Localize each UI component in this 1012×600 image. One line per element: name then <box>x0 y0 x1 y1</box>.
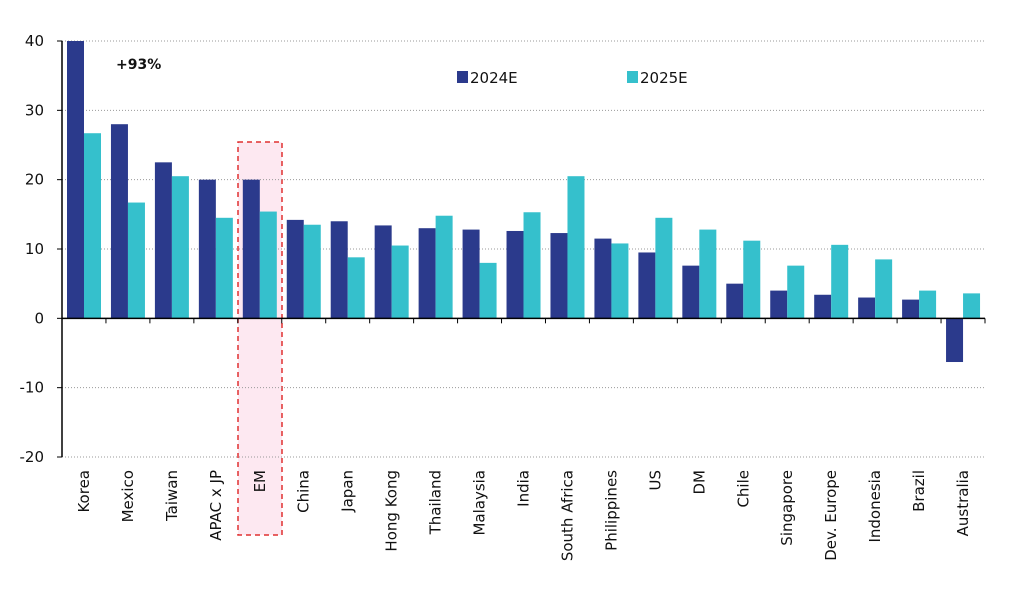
bar <box>154 162 172 319</box>
x-tick-label: Indonesia <box>866 470 884 543</box>
bar <box>787 265 805 319</box>
bar <box>418 228 436 319</box>
bar <box>550 233 568 319</box>
x-tick-label: APAC x JP <box>207 470 225 541</box>
bar <box>594 238 612 319</box>
bar <box>347 257 365 319</box>
legend-label: 2025E <box>640 69 688 87</box>
x-tick-label: Philippines <box>602 470 620 551</box>
bar <box>814 294 832 319</box>
bar <box>919 290 937 319</box>
x-tick-label: Australia <box>954 470 972 536</box>
x-tick-label: Thailand <box>427 470 445 535</box>
x-tick-label: Japan <box>339 470 357 513</box>
bar <box>946 318 964 363</box>
bar <box>303 224 321 319</box>
bar <box>902 299 920 319</box>
x-tick-label: Taiwan <box>163 470 181 522</box>
bar <box>242 179 260 319</box>
x-tick-label: DM <box>690 470 708 495</box>
bar <box>391 245 409 319</box>
bar <box>374 225 392 319</box>
x-tick-label: Mexico <box>119 470 137 522</box>
x-tick-label: China <box>295 470 313 513</box>
bar <box>127 202 145 319</box>
bar <box>330 221 348 319</box>
y-tick-label: -20 <box>20 448 45 466</box>
x-tick-label: Hong Kong <box>383 470 401 552</box>
bar <box>462 229 480 319</box>
bar <box>198 179 216 319</box>
y-tick-label: 20 <box>25 171 44 189</box>
annotation: +93% <box>116 57 161 73</box>
y-tick-label: 40 <box>25 32 44 50</box>
x-tick-label: US <box>646 470 664 491</box>
bar <box>655 217 673 319</box>
bar <box>506 230 524 319</box>
bar <box>171 176 189 319</box>
bar <box>435 215 453 319</box>
bar <box>875 259 893 319</box>
bar <box>84 133 101 319</box>
bar <box>215 217 233 319</box>
x-tick-label: Chile <box>734 470 752 508</box>
bar <box>286 219 304 319</box>
x-tick-label: Brazil <box>910 470 928 512</box>
bar <box>479 262 497 319</box>
bar <box>567 176 585 319</box>
y-tick-label: 10 <box>25 240 44 258</box>
bar <box>523 212 541 319</box>
bar <box>770 290 788 319</box>
bar <box>963 293 981 319</box>
bar <box>259 211 277 319</box>
x-tick-label: Singapore <box>778 470 796 546</box>
bar <box>638 252 656 319</box>
bar <box>858 297 876 319</box>
y-tick-label: 30 <box>25 101 44 119</box>
y-tick-label: -10 <box>20 379 45 397</box>
bar <box>743 240 761 319</box>
bar <box>611 243 629 319</box>
x-tick-label: EM <box>251 470 269 492</box>
bar <box>699 229 717 319</box>
bar <box>67 41 84 319</box>
legend-swatch <box>627 71 638 83</box>
x-tick-label: Dev. Europe <box>822 470 840 561</box>
bar <box>726 283 744 319</box>
x-tick-label: Malaysia <box>471 470 489 536</box>
x-tick-label: South Africa <box>558 470 576 561</box>
y-tick-label: 0 <box>34 309 44 327</box>
x-tick-label: Korea <box>75 470 93 513</box>
bar <box>682 265 700 319</box>
x-tick-label: India <box>515 470 533 507</box>
legend-swatch <box>457 71 468 83</box>
bar <box>110 124 128 319</box>
bar <box>831 244 849 319</box>
legend-label: 2024E <box>470 69 518 87</box>
